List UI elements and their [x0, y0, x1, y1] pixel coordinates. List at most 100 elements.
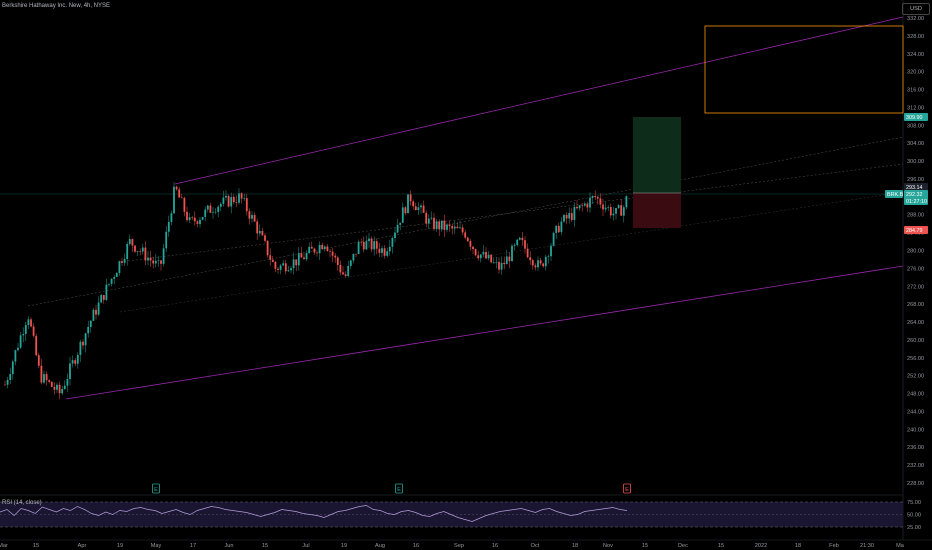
candle-body: [136, 250, 139, 252]
candle-body: [448, 224, 451, 226]
candle-body: [565, 214, 568, 219]
symbol-chip[interactable]: [885, 190, 903, 198]
candle-body: [24, 325, 27, 335]
stop-price-tag[interactable]: [904, 226, 928, 234]
candle-body: [589, 197, 591, 208]
price-tick-label: 256.00: [907, 356, 924, 362]
channel-lower-line[interactable]: [65, 265, 904, 400]
time-tick-label: 17: [190, 543, 196, 549]
candle-body: [53, 386, 56, 390]
candle-body: [487, 254, 490, 259]
stop-zone[interactable]: [633, 193, 681, 228]
rsi-legend[interactable]: RSI (14, close): [2, 500, 42, 506]
price-tick-label: 244.00: [907, 409, 924, 415]
candles: [4, 181, 628, 400]
price-tick-label: 304.00: [907, 141, 924, 147]
candle-body: [87, 326, 90, 334]
candle-body: [162, 248, 165, 264]
time-tick-label: 15: [33, 543, 39, 549]
candle-body: [95, 309, 97, 315]
candle-body: [100, 295, 103, 303]
earnings-marker[interactable]: [623, 483, 631, 494]
candle-body: [529, 257, 532, 261]
candle-body: [378, 248, 381, 253]
candle-body: [227, 195, 230, 207]
candle-body: [321, 244, 324, 250]
candle-body: [362, 242, 365, 250]
candle-body: [482, 251, 485, 255]
candle-body: [412, 201, 415, 207]
candle-body: [248, 211, 251, 219]
earnings-marker-label: E: [397, 487, 401, 493]
candle-body: [427, 218, 430, 224]
earnings-marker[interactable]: [152, 483, 160, 494]
candle-body: [399, 222, 402, 225]
target-price-tag[interactable]: [904, 113, 928, 121]
candle-body: [160, 260, 162, 264]
candle-body: [66, 379, 69, 386]
candle-body: [516, 239, 519, 245]
candle-body: [360, 241, 363, 243]
candle-body: [446, 224, 448, 230]
candle-body: [71, 360, 74, 364]
candle-body: [472, 246, 474, 250]
current-price-tag-text: 293.14: [906, 185, 923, 191]
price-tick-label: 280.00: [907, 249, 924, 255]
candle-body: [451, 225, 454, 229]
candle-body: [196, 221, 199, 224]
candle-body: [607, 207, 610, 208]
candle-body: [466, 237, 469, 242]
candle-countdown-text: 01:27:10: [906, 199, 927, 205]
candle-body: [505, 256, 508, 265]
candle-body: [303, 257, 305, 260]
target-zone[interactable]: [633, 117, 681, 193]
currency-button[interactable]: USD: [902, 3, 930, 15]
candle-body: [370, 238, 373, 250]
time-tick-label: May: [151, 543, 162, 549]
candle-body: [391, 237, 394, 247]
time-tick-label: 18: [795, 543, 801, 549]
time-tick-label: 16: [413, 543, 419, 549]
candle-body: [518, 237, 521, 240]
candle-body: [583, 203, 586, 206]
candle-body: [225, 195, 227, 198]
candle-body: [206, 205, 209, 210]
candle-body: [435, 221, 438, 230]
candle-countdown[interactable]: [904, 197, 928, 205]
last-price-tag[interactable]: [904, 190, 928, 198]
price-tick-label: 240.00: [907, 427, 924, 433]
symbol-legend[interactable]: Berkshire Hathaway Inc. New, 4h, NYSE: [2, 3, 111, 9]
candle-body: [76, 354, 79, 364]
candle-body: [495, 261, 498, 263]
candle-body: [492, 262, 495, 263]
price-tick-label: 288.00: [907, 213, 924, 219]
candle-body: [521, 237, 524, 241]
rectangle-zone[interactable]: [704, 25, 904, 114]
earnings-marker[interactable]: [395, 483, 403, 494]
candle-body: [602, 204, 604, 210]
candle-body: [453, 226, 456, 229]
candle-body: [173, 186, 175, 214]
current-price-tag[interactable]: [904, 183, 928, 191]
candle-body: [141, 247, 144, 252]
candle-body: [134, 245, 136, 252]
candle-body: [552, 232, 555, 246]
candle-body: [503, 262, 506, 265]
candle-body: [347, 265, 350, 276]
candle-body: [407, 194, 409, 214]
candle-body: [40, 365, 43, 383]
candle-body: [121, 261, 123, 263]
price-tick-label: 324.00: [907, 52, 924, 58]
candle-body: [534, 265, 537, 268]
time-tick-label: Apr: [78, 543, 87, 549]
candle-body: [539, 260, 542, 264]
candle-body: [32, 326, 35, 336]
candle-body: [339, 264, 342, 273]
candle-body: [396, 224, 399, 233]
candle-body: [149, 257, 152, 261]
time-tick-label: 15: [718, 543, 724, 549]
time-tick-label: Ma: [896, 543, 905, 549]
channel-upper-line[interactable]: [174, 16, 904, 185]
candle-body: [63, 385, 66, 389]
